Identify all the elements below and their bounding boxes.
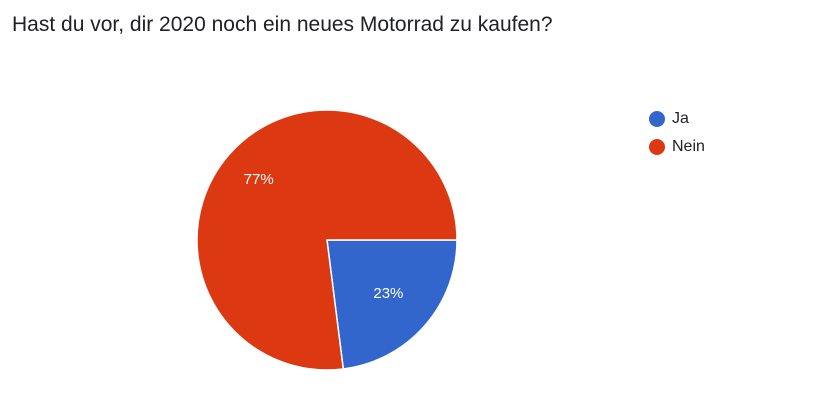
pie-slice-label-nein: 77% <box>244 171 274 188</box>
legend-item-nein[interactable]: Nein <box>649 137 705 156</box>
pie-slice-nein[interactable] <box>196 109 458 371</box>
legend-swatch-ja <box>649 110 665 127</box>
legend-swatch-nein <box>649 138 665 155</box>
legend-label-ja: Ja <box>672 109 689 127</box>
pie-slice-ja[interactable] <box>326 239 458 370</box>
legend-label-nein: Nein <box>672 137 705 155</box>
legend: Ja Nein <box>649 109 705 165</box>
pie-slice-label-ja: 23% <box>373 285 403 302</box>
legend-item-ja[interactable]: Ja <box>649 109 705 128</box>
chart-title: Hast du vor, dir 2020 noch ein neues Mot… <box>12 13 553 36</box>
